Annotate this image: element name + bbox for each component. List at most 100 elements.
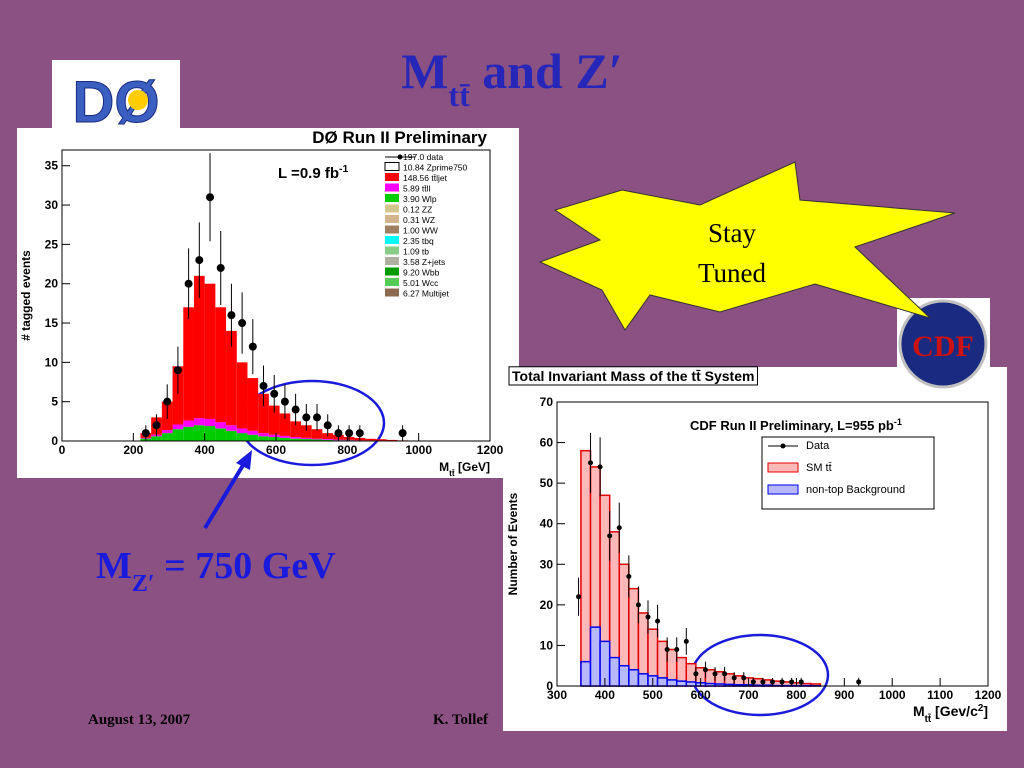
legend-label: 2.35 tbq <box>403 236 434 246</box>
bar <box>608 656 621 687</box>
callout-sub: Z′ <box>132 571 155 597</box>
bar <box>279 435 291 438</box>
x-axis-label-part: [Gev/c <box>931 703 978 719</box>
data-point <box>206 193 215 202</box>
data-point <box>597 464 603 470</box>
data-point <box>702 667 708 673</box>
bar <box>226 330 237 426</box>
data-point <box>645 614 651 620</box>
title-sub: tt̄ <box>448 77 470 113</box>
legend-label: 197.0 data <box>403 152 443 162</box>
bar <box>215 422 227 429</box>
callout-rest: = 750 GeV <box>155 545 337 587</box>
y-tick-label: 50 <box>540 476 554 490</box>
bar <box>279 413 291 436</box>
bar <box>311 439 323 441</box>
bar <box>161 433 173 441</box>
cdf-logo-ring <box>898 299 988 389</box>
x-tick-label: 300 <box>547 688 567 702</box>
data-point <box>779 679 785 685</box>
legend-label: 10.84 Zprime750 <box>403 163 468 173</box>
y-tick-label: 5 <box>51 395 58 409</box>
annotation-part: -1 <box>339 163 348 175</box>
bar <box>290 421 301 438</box>
legend-swatch <box>767 462 799 473</box>
legend-label: 5.01 Wcc <box>403 278 439 288</box>
y-tick-label: 15 <box>45 316 59 330</box>
y-tick-label: 35 <box>45 159 59 173</box>
legend-label: non-top Background <box>806 484 905 496</box>
bar <box>685 681 697 687</box>
legend-swatch <box>385 215 399 223</box>
x-axis-label: Mtt̄ [GeV] <box>439 460 490 478</box>
data-point <box>750 679 756 685</box>
data-point <box>163 397 172 406</box>
x-tick-label: 900 <box>834 688 854 702</box>
bar <box>580 660 592 687</box>
data-point <box>722 671 728 677</box>
y-tick-label: 0 <box>546 679 553 693</box>
bar <box>300 437 312 440</box>
footer-date: August 13, 2007 <box>88 712 191 728</box>
legend-swatch <box>385 236 399 244</box>
legend-swatch <box>385 204 399 213</box>
annotation-part: CDF Run II Preliminary, L=955 pb <box>690 418 894 433</box>
bar <box>215 428 227 441</box>
bar <box>204 283 216 419</box>
data-point <box>655 618 661 624</box>
callout: MZ′ = 750 GeV <box>96 545 336 597</box>
x-axis-label-part: M <box>439 460 449 474</box>
y-tick-label: 20 <box>540 598 554 612</box>
bar <box>290 437 301 439</box>
bar <box>172 424 184 430</box>
x-axis-label-part: 2 <box>978 703 984 714</box>
data-point <box>216 263 225 272</box>
legend-swatch <box>385 267 399 276</box>
bar <box>580 449 592 687</box>
y-tick-label: 40 <box>540 517 554 531</box>
bar <box>386 439 398 441</box>
bar <box>675 680 688 687</box>
bar <box>311 429 323 439</box>
bar <box>161 429 173 434</box>
x-tick-label: 600 <box>691 688 711 702</box>
y-tick-label: 10 <box>45 355 59 369</box>
legend-swatch <box>385 288 399 297</box>
x-axis-label-part: [GeV] <box>455 460 490 474</box>
bar <box>172 429 184 441</box>
burst <box>538 161 956 331</box>
arrow <box>203 460 247 530</box>
cdf-logo: CDF <box>912 330 974 363</box>
bar <box>268 437 280 441</box>
x-tick-label: 1200 <box>975 688 1002 702</box>
data-point <box>345 429 354 438</box>
data-point <box>302 413 311 422</box>
y-axis-label: Number of Events <box>506 492 520 595</box>
bar <box>204 418 216 427</box>
x-tick-label: 1200 <box>477 443 504 457</box>
data-point <box>323 421 332 430</box>
y-tick-label: 30 <box>45 198 59 212</box>
y-tick-label: 60 <box>540 436 554 450</box>
x-tick-label: 1100 <box>927 688 953 702</box>
y-tick-label: 0 <box>51 434 58 448</box>
footer-author: K. Tollef <box>433 712 489 728</box>
data-point <box>173 366 182 375</box>
data-point <box>664 646 670 652</box>
data-point <box>141 429 150 438</box>
annotation: CDF Run II Preliminary, L=955 pb-1 <box>690 417 902 433</box>
data-point <box>291 405 300 414</box>
d0-logo-bg <box>52 60 180 140</box>
burst-line: Tuned <box>698 258 767 288</box>
title-main: M <box>401 43 448 99</box>
x-tick-label: 1000 <box>405 443 432 457</box>
bar <box>172 366 184 425</box>
data-point <box>152 421 161 430</box>
bar <box>215 307 227 423</box>
legend-swatch <box>767 484 799 495</box>
data-point <box>626 573 632 579</box>
legend-label: Data <box>806 440 830 452</box>
x-axis-label: Mtt̄ [Gev/c2] <box>913 703 988 725</box>
x-tick-label: 800 <box>337 443 357 457</box>
